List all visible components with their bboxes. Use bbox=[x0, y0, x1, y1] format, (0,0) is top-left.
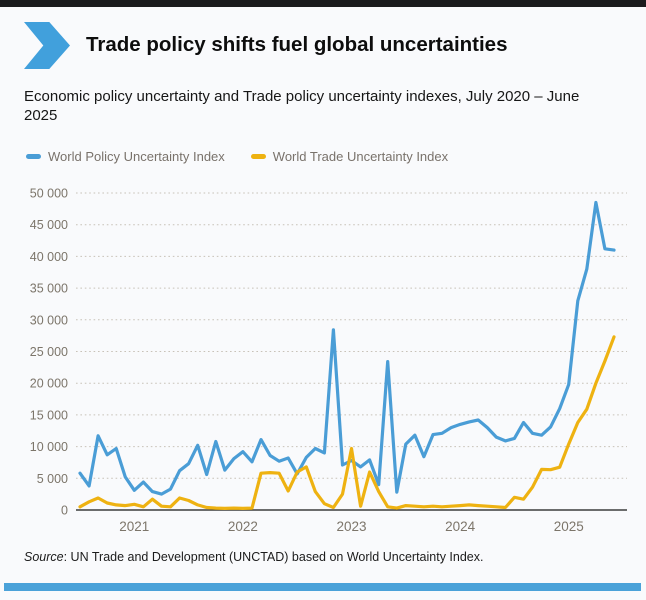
top-border-bar bbox=[0, 0, 646, 7]
x-tick-label: 2025 bbox=[554, 519, 584, 534]
legend-label: World Policy Uncertainty Index bbox=[48, 149, 225, 164]
y-tick-label: 15 000 bbox=[30, 408, 68, 422]
page-title: Trade policy shifts fuel global uncertai… bbox=[86, 33, 508, 57]
legend-item-policy-index: World Policy Uncertainty Index bbox=[26, 149, 225, 164]
x-tick-label: 2024 bbox=[445, 519, 476, 534]
series-line-policy bbox=[78, 200, 616, 496]
bottom-accent-bar bbox=[4, 583, 641, 591]
y-tick-label: 10 000 bbox=[30, 440, 68, 454]
source-label: Source bbox=[24, 550, 64, 564]
y-tick-label: 0 bbox=[61, 504, 68, 518]
y-tick-label: 40 000 bbox=[30, 250, 68, 264]
y-tick-label: 20 000 bbox=[30, 377, 68, 391]
source-note: Source: UN Trade and Development (UNCTAD… bbox=[24, 550, 483, 564]
series-line-trade bbox=[78, 335, 616, 510]
y-tick-label: 5 000 bbox=[37, 472, 68, 486]
policy-index-line-swatch bbox=[26, 154, 41, 159]
y-tick-label: 45 000 bbox=[30, 218, 68, 232]
y-tick-label: 25 000 bbox=[30, 345, 68, 359]
chevron-right-icon bbox=[24, 22, 70, 69]
line-chart: 0 5 000 10 000 15 000 20 000 25 000 30 000 35 0… bbox=[0, 180, 646, 542]
legend-label: World Trade Uncertainty Index bbox=[272, 149, 449, 164]
chart-legend: World Policy Uncertainty Index World Tra… bbox=[26, 149, 448, 164]
y-tick-label: 35 000 bbox=[30, 282, 68, 296]
figure-header: Trade policy shifts fuel global uncertai… bbox=[24, 22, 507, 69]
y-tick-label: 30 000 bbox=[30, 313, 68, 327]
y-tick-label: 50 000 bbox=[30, 187, 68, 201]
source-text: : UN Trade and Development (UNCTAD) base… bbox=[63, 550, 484, 564]
trade-index-line-swatch bbox=[250, 154, 266, 159]
x-tick-label: 2023 bbox=[337, 519, 367, 534]
chart-subtitle: Economic policy uncertainty and Trade po… bbox=[24, 88, 580, 125]
x-tick-label: 2021 bbox=[119, 519, 149, 534]
uncertainty-indexes-chart: 0 5 000 10 000 15 000 20 000 25 000 30 000 35 0… bbox=[30, 187, 627, 534]
x-tick-label: 2022 bbox=[228, 519, 258, 534]
legend-item-trade-index: World Trade Uncertainty Index bbox=[250, 149, 449, 164]
